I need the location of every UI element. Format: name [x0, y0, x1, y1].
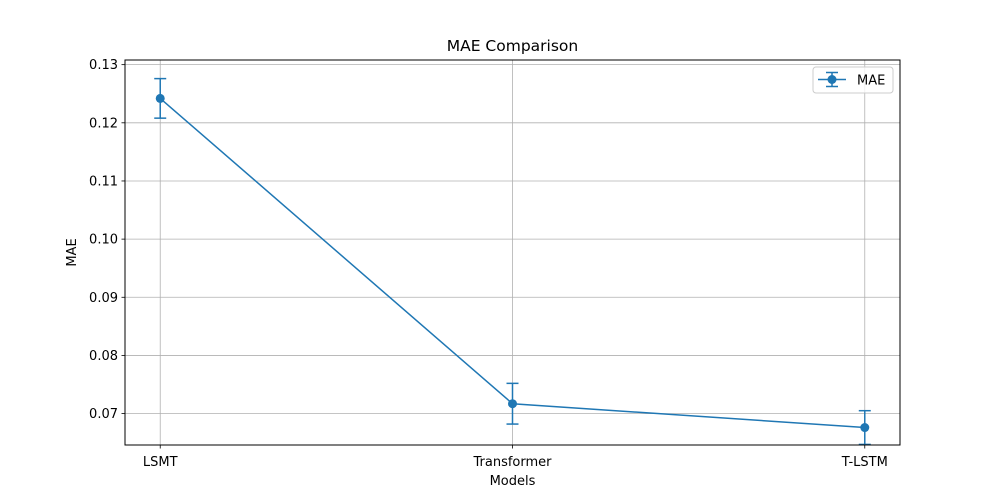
y-tick-label: 0.09: [89, 291, 118, 306]
y-tick-label: 0.11: [89, 174, 118, 189]
legend-label: MAE: [857, 74, 885, 89]
data-point: [860, 423, 870, 433]
y-tick-label: 0.08: [89, 349, 118, 364]
legend: MAE: [812, 66, 894, 94]
data-point: [155, 93, 165, 103]
chart-title: MAE Comparison: [447, 37, 579, 55]
legend-point: [827, 75, 837, 84]
x-tick-label: Transformer: [472, 455, 552, 470]
grid-layer: [125, 60, 900, 445]
y-tick-label: 0.10: [89, 233, 118, 248]
x-axis-label: Models: [490, 474, 536, 489]
series-layer: [154, 77, 871, 446]
y-tick-label: 0.07: [89, 407, 118, 422]
legend-marker: [818, 71, 846, 88]
y-axis-label: MAE: [65, 238, 80, 266]
data-point: [508, 399, 517, 409]
x-tick-label: T-LSTM: [841, 455, 888, 470]
x-tick-label: LSMT: [143, 455, 178, 470]
tick-layer: 0.07 0.08 0.09 0.10 0.11 0.12 0.13 LSMT Transfor…: [89, 58, 888, 470]
y-tick-label: 0.13: [89, 58, 118, 73]
y-tick-label: 0.12: [89, 116, 118, 131]
